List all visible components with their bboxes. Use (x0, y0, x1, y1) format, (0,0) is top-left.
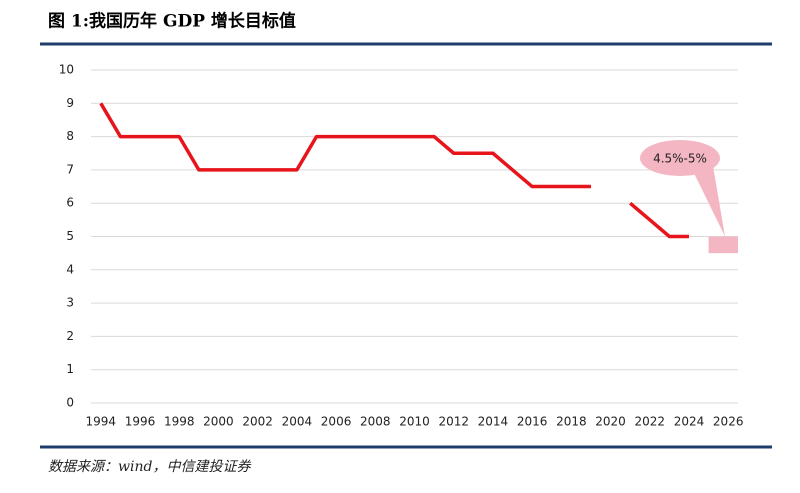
y-tick-label: 0 (66, 396, 74, 410)
y-tick-label: 10 (59, 63, 74, 77)
y-tick-label: 5 (66, 229, 74, 243)
chart-title: 图 1:我国历年 GDP 增长目标值 (48, 11, 296, 32)
x-tick-label: 2012 (438, 415, 469, 429)
y-tick-label: 9 (66, 96, 74, 110)
x-tick-label: 2006 (321, 415, 352, 429)
x-tick-label: 1998 (164, 415, 195, 429)
callout-tail (690, 160, 725, 237)
y-tick-label: 8 (66, 129, 74, 143)
y-tick-label: 3 (66, 296, 74, 310)
x-tick-label: 2026 (713, 415, 744, 429)
x-tick-label: 1994 (86, 415, 117, 429)
x-tick-label: 2004 (282, 415, 313, 429)
x-tick-label: 1996 (125, 415, 156, 429)
data-line (99, 102, 689, 239)
target-range (708, 236, 738, 254)
callout-label: 4.5%-5% (653, 152, 707, 166)
y-tick-label: 2 (66, 329, 74, 343)
source-note: 数据来源：wind，中信建投证券 (48, 459, 251, 475)
x-tick-label: 2022 (634, 415, 665, 429)
y-tick-label: 1 (66, 362, 74, 376)
x-tick-label: 2014 (478, 415, 509, 429)
x-tick-label: 2002 (242, 415, 273, 429)
x-tick-label: 2020 (595, 415, 626, 429)
x-tick-label: 2018 (556, 415, 587, 429)
callout-bubble (640, 140, 720, 176)
y-tick-label: 6 (66, 196, 74, 210)
y-tick-label: 7 (66, 162, 74, 176)
x-tick-label: 2008 (360, 415, 391, 429)
x-tick-label: 2024 (674, 415, 705, 429)
x-tick-label: 2000 (203, 415, 234, 429)
x-tick-label: 2016 (517, 415, 548, 429)
x-tick-label: 2010 (399, 415, 430, 429)
y-tick-label: 4 (66, 262, 74, 276)
